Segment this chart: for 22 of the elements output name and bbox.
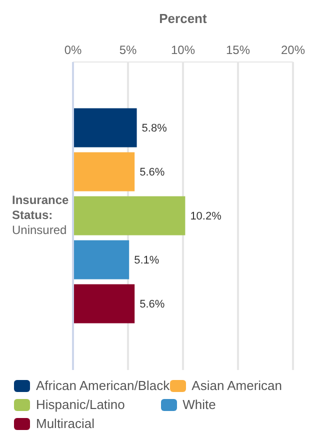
x-tick-label: 15% <box>226 43 250 57</box>
legend-label: Multiracial <box>36 416 95 431</box>
bar <box>73 108 137 148</box>
data-label: 5.8% <box>142 122 168 135</box>
bar <box>73 152 135 192</box>
legend-label: Hispanic/Latino <box>36 397 125 412</box>
x-tick-label: 10% <box>170 43 196 57</box>
bar <box>73 196 186 236</box>
x-tick-label: 5% <box>119 43 137 57</box>
x-tick-label: 0% <box>64 43 82 57</box>
data-label: 10.2% <box>190 210 222 223</box>
data-label: 5.6% <box>140 166 165 179</box>
y-tick-label: Insurance Status: Uninsured <box>12 193 70 238</box>
data-label: 5.6% <box>140 298 165 311</box>
legend-label: Asian American <box>192 378 282 393</box>
x-tick-label: 20% <box>280 43 306 57</box>
bar <box>73 284 135 324</box>
data-label: 5.1% <box>134 254 160 267</box>
legend-label: African American/Black <box>36 378 170 393</box>
x-axis-title: Percent <box>159 11 208 26</box>
bar <box>73 240 130 280</box>
legend-label: White <box>182 397 216 412</box>
